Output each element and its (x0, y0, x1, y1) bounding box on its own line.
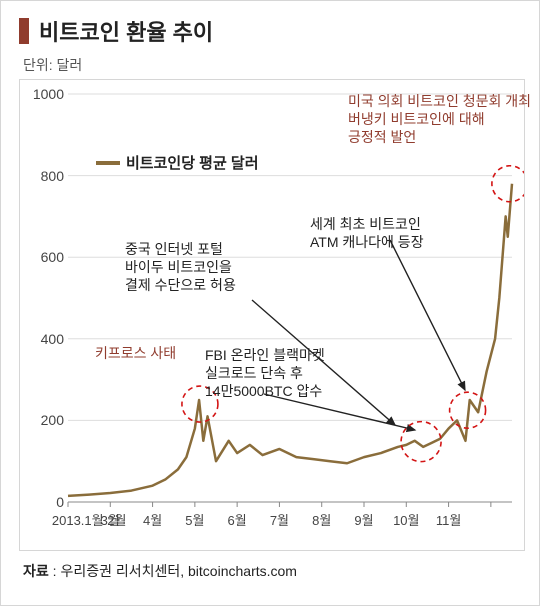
highlight-ring (492, 166, 524, 202)
y-axis-tick-label: 600 (41, 249, 64, 265)
x-axis-tick-label: 4월 (143, 510, 162, 529)
y-axis-tick-label: 200 (41, 412, 64, 428)
x-axis-tick-label: 8월 (312, 510, 331, 529)
x-axis-tick-label: 7월 (270, 510, 289, 529)
chart-zone: 비트코인당 평균 달러 020040060080010002013.1월 2월3… (19, 79, 525, 551)
legend-swatch (96, 161, 120, 165)
source-text: 우리증권 리서치센터, bitcoincharts.com (60, 563, 297, 579)
x-axis-tick-label: 9월 (354, 510, 373, 529)
y-axis-tick-label: 400 (41, 331, 64, 347)
chart-svg (20, 80, 524, 550)
title-row: 비트코인 환율 추이 (19, 15, 521, 47)
y-axis-tick-label: 800 (41, 168, 64, 184)
legend-label: 비트코인당 평균 달러 (126, 152, 259, 173)
chart-title: 비트코인 환율 추이 (39, 15, 213, 47)
legend: 비트코인당 평균 달러 (96, 152, 259, 173)
units-label: 단위: 달러 (23, 55, 521, 75)
x-axis-tick-label: 6월 (228, 510, 247, 529)
price-line (68, 184, 512, 496)
annotation-arrow (390, 240, 465, 390)
x-axis-tick-label: 11월 (436, 510, 461, 529)
annotation-arrow (264, 394, 415, 430)
x-axis-tick-label: 5월 (185, 510, 204, 529)
x-axis-tick-label: 3월 (101, 510, 120, 529)
title-accent-bar (19, 18, 29, 44)
annotation-arrow (252, 300, 395, 425)
x-axis-tick-label: 10월 (393, 510, 419, 529)
y-axis-tick-label: 1000 (33, 86, 64, 102)
source-line: 자료 : 우리증권 리서치센터, bitcoincharts.com (23, 561, 521, 581)
source-label: 자료 (23, 563, 49, 579)
y-axis-tick-label: 0 (56, 494, 64, 510)
container: 비트코인 환율 추이 단위: 달러 비트코인당 평균 달러 0 200 400 600… (0, 0, 540, 606)
